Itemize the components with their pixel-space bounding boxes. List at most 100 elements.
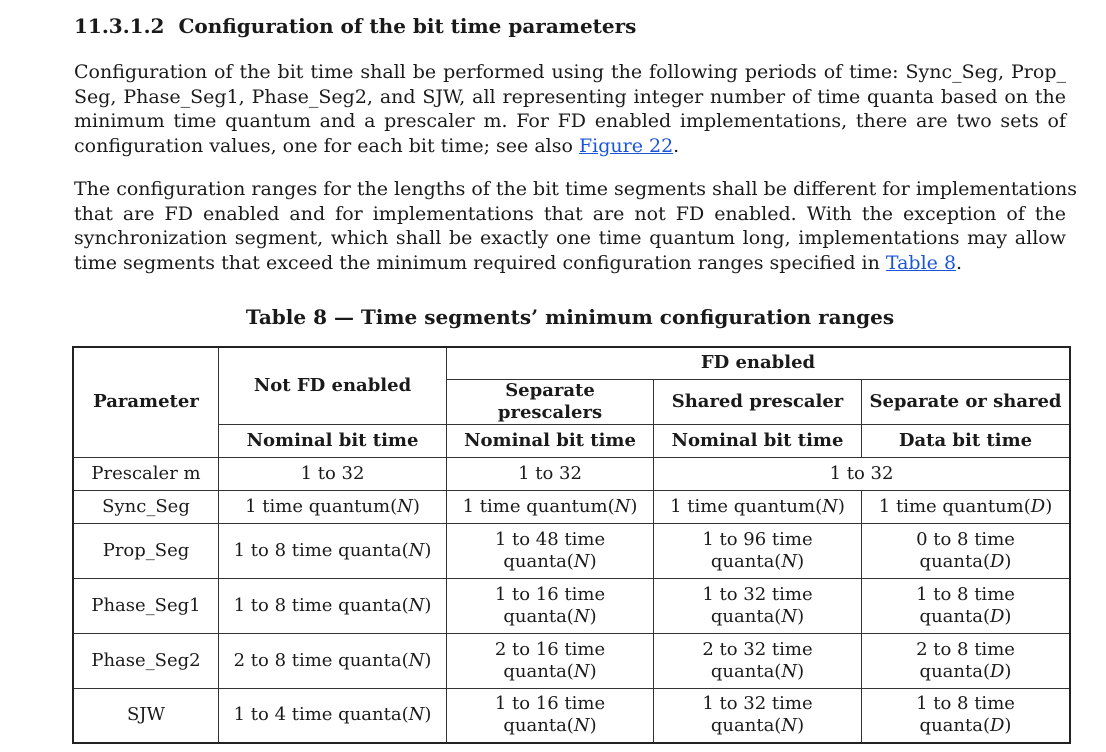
value-text: quanta(: [919, 605, 990, 627]
value-text: ): [797, 660, 805, 682]
value-text: ): [797, 550, 805, 572]
value-text: 1 to 8 time quanta(: [233, 594, 409, 616]
value-cell: 1 to 48 time quanta(N): [446, 522, 654, 579]
time-segments-table: Parameter Not FD enabled FD enabled Sepa…: [72, 346, 1071, 744]
table-row: Prop_Seg 1 to 8 time quanta( N) 1 to 48 t…: [72, 522, 1071, 579]
value-cell: 1 time quantum(N): [218, 489, 447, 524]
value-cell: 1 to 32: [218, 456, 447, 491]
value-cell: 1 time quantum(D): [861, 489, 1071, 524]
text-span: configuration values, one for each bit t…: [74, 134, 579, 157]
value-text: ): [424, 594, 432, 616]
value-cell: 1 to 8 time quanta(D): [861, 687, 1071, 744]
section-title: Configuration of the bit time parameters: [178, 14, 637, 38]
value-text: 1 to 32 time: [702, 583, 813, 605]
value-text: ): [1045, 495, 1053, 517]
param-cell: Phase_Seg2: [72, 632, 219, 689]
text-line: synchronization segment, which shall be …: [74, 227, 1066, 249]
value-text: 1 to 4 time quanta(: [233, 704, 409, 726]
value-text: 1 time quantum(: [878, 495, 1031, 517]
value-text: quanta(: [503, 550, 574, 572]
variable: N: [408, 594, 425, 616]
value-text: 0 to 8 time: [916, 528, 1015, 550]
figure-22-link[interactable]: Figure 22: [578, 134, 674, 157]
header-separate-or-shared: Separate or shared: [861, 378, 1071, 425]
header-nominal-bit-time: Nominal bit time: [446, 423, 654, 458]
value-text: 1 to 16 time: [494, 583, 606, 605]
variable: D: [989, 660, 1005, 682]
value-text: ): [424, 704, 432, 726]
variable: N: [781, 605, 798, 627]
value-cell: 2 to 8 time quanta(D): [861, 632, 1071, 689]
value-text: 1 time quantum(: [670, 495, 823, 517]
value-cell: 1 to 4 time quanta(N): [218, 687, 447, 744]
table-8-link[interactable]: Table 8: [885, 251, 957, 274]
value-text: ): [412, 495, 420, 517]
section-heading: 11.3.1.2 Configuration of the bit time pa…: [74, 14, 636, 38]
paragraph-configuration-ranges: The configuration ranges for the lengths…: [74, 177, 1078, 276]
text-span: .: [956, 251, 963, 274]
variable: N: [781, 550, 798, 572]
value-text: ): [589, 605, 597, 627]
value-text: quanta(: [710, 660, 782, 682]
value-cell: 1 to 16 time quanta(N): [446, 687, 654, 744]
value-text: 1 to 8 time: [916, 583, 1015, 605]
text-span: .: [673, 134, 680, 157]
value-text: 1 to 96 time: [702, 528, 813, 550]
param-cell: Phase_Seg1: [72, 577, 219, 634]
header-parameter: Parameter: [72, 346, 219, 458]
value-text: ): [630, 495, 638, 517]
value-text: 2 to 16 time: [494, 638, 606, 660]
section-number: 11.3.1.2: [74, 14, 165, 38]
header-nominal-bit-time: Nominal bit time: [218, 423, 447, 458]
value-text: quanta(: [503, 660, 574, 682]
value-text: ): [424, 539, 432, 561]
value-text: ): [1004, 605, 1012, 627]
variable: N: [573, 660, 590, 682]
param-cell: SJW: [72, 687, 219, 744]
variable: N: [822, 495, 838, 517]
text-line: time segments that exceed the minimum re…: [74, 251, 1066, 276]
value-text: ): [797, 715, 805, 737]
header-data-bit-time: Data bit time: [861, 423, 1071, 458]
value-text: quanta(: [710, 605, 782, 627]
variable: N: [573, 715, 590, 737]
value-text: 1 to 8 time: [916, 693, 1015, 715]
table-row: SJW 1 to 4 time quanta(N) 1 to 16 time qu…: [72, 687, 1071, 744]
variable: N: [573, 550, 590, 572]
header-separate-prescalers: Separate prescalers: [446, 378, 654, 425]
value-cell: 1 to 32: [653, 456, 1071, 491]
header-not-fd-enabled: Not FD enabled: [218, 346, 447, 425]
value-cell: 0 to 8 time quanta(D): [861, 522, 1071, 579]
value-cell: 2 to 8 time quanta(N): [218, 632, 447, 689]
value-text: quanta(: [919, 715, 990, 737]
value-text: 2 to 32 time: [702, 638, 813, 660]
value-cell: 1 time quantum(N): [653, 489, 862, 524]
variable: N: [614, 495, 631, 517]
value-text: 1 time quantum(: [462, 495, 615, 517]
value-cell: 2 to 32 time quanta(N): [653, 632, 862, 689]
param-cell: Prop_Seg: [72, 522, 219, 579]
variable: D: [989, 550, 1005, 572]
text-line: The configuration ranges for the lengths…: [74, 178, 1078, 200]
value-text: ): [1004, 660, 1012, 682]
variable: D: [1030, 495, 1046, 517]
param-cell: Prescaler m: [72, 456, 219, 491]
text-line: configuration values, one for each bit t…: [74, 134, 1066, 159]
table-row: Phase_Seg2 2 to 8 time quanta(N) 2 to 16…: [72, 632, 1071, 689]
value-text: ): [837, 495, 845, 517]
value-text: 1 to 8 time quanta(: [233, 539, 409, 561]
value-cell: 1 to 96 time quanta(N): [653, 522, 862, 579]
variable: N: [781, 660, 798, 682]
value-cell: 1 to 32 time quanta(N): [653, 687, 862, 744]
table-row: Phase_Seg1 1 to 8 time quanta(N) 1 to 16…: [72, 577, 1071, 634]
text-line: Configuration of the bit time shall be p…: [74, 61, 1066, 83]
param-cell: Sync_Seg: [72, 489, 219, 524]
header-fd-enabled: FD enabled: [446, 346, 1071, 380]
variable: N: [397, 495, 413, 517]
value-text: 2 to 8 time quanta(: [233, 649, 409, 671]
header-nominal-bit-time: Nominal bit time: [653, 423, 862, 458]
value-text: 2 to 8 time: [916, 638, 1015, 660]
text-line: minimum time quantum and a prescaler m. …: [74, 110, 1066, 132]
value-cell: 2 to 16 time quanta(N): [446, 632, 654, 689]
value-text: ): [589, 550, 597, 572]
